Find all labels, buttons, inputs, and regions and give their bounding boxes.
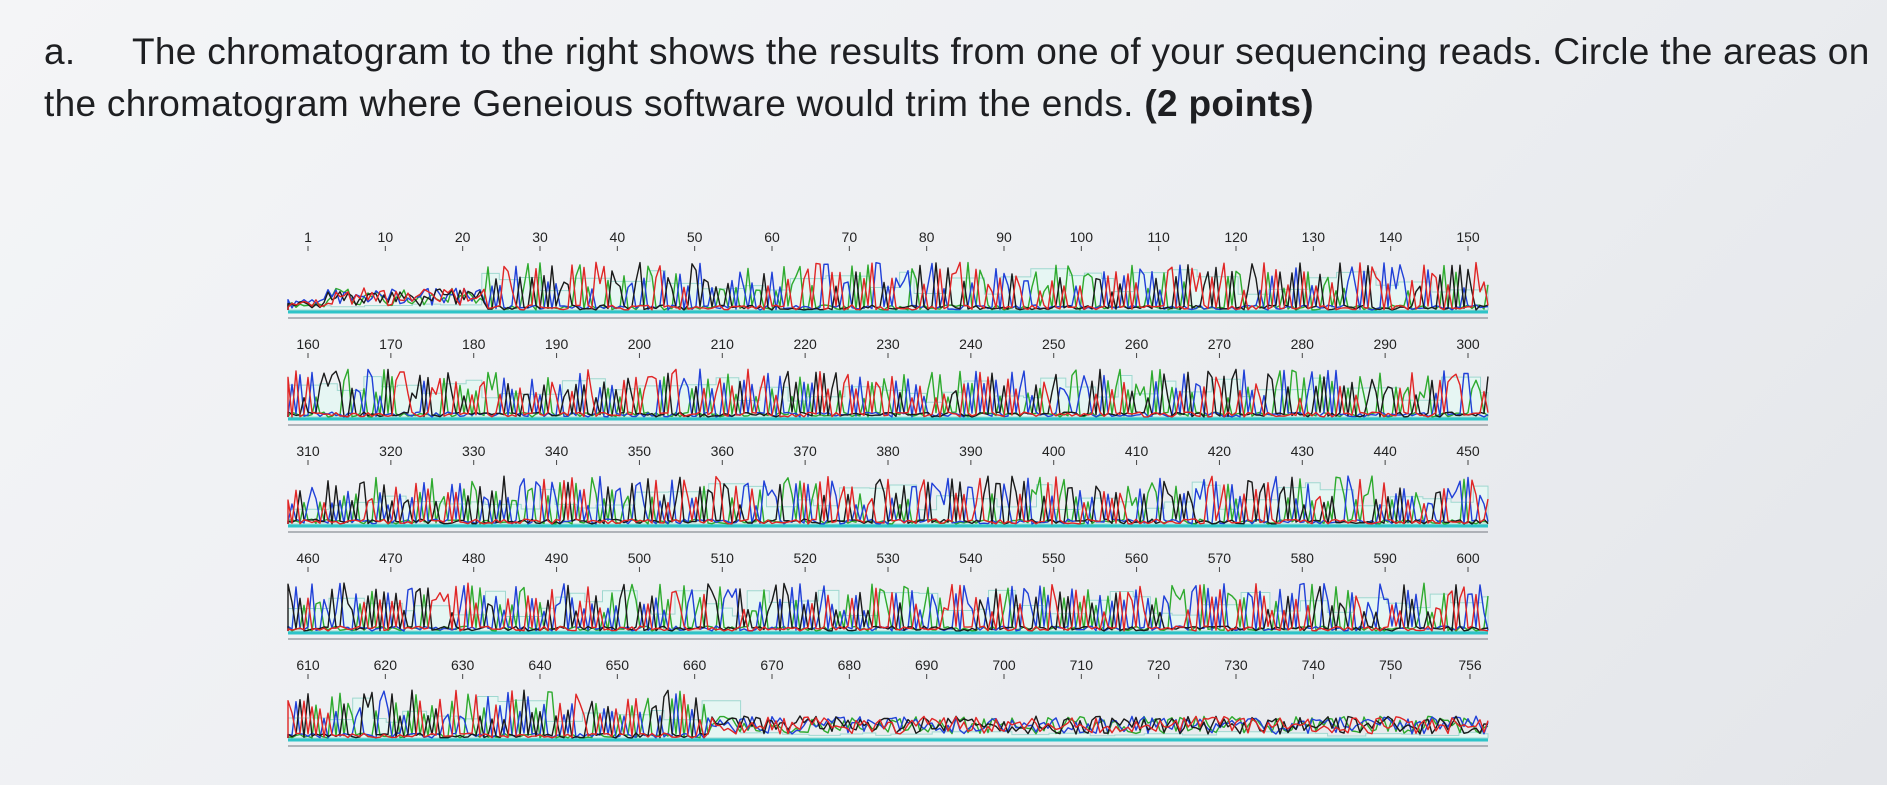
- position-tick-label: 740: [1302, 657, 1326, 673]
- position-tick-label: 240: [959, 336, 983, 352]
- position-tick-label: 500: [628, 550, 652, 566]
- position-tick-label: 430: [1291, 443, 1315, 459]
- position-tick-label: 60: [764, 229, 780, 245]
- trace-g: [287, 368, 1489, 418]
- position-tick-label: 470: [379, 550, 403, 566]
- position-tick-label: 290: [1373, 336, 1397, 352]
- position-tick-label: 640: [528, 657, 552, 673]
- question-points: (2 points): [1144, 83, 1314, 124]
- position-tick-label: 660: [683, 657, 707, 673]
- trace-t: [287, 368, 1489, 418]
- chromatogram-row: 460 470 480 490 500 510 520 530 540 550 560 570 580 5…: [287, 550, 1489, 640]
- trace-t: [287, 689, 1489, 739]
- quality-bars: [287, 696, 1489, 739]
- question-marker: a.: [44, 31, 76, 72]
- position-tick-label: 340: [545, 443, 569, 459]
- position-tick-label: 300: [1456, 336, 1480, 352]
- position-tick-label: 80: [919, 229, 935, 245]
- position-tick-label: 480: [462, 550, 486, 566]
- position-tick-label: 410: [1125, 443, 1149, 459]
- position-tick-label: 350: [628, 443, 652, 459]
- position-tick-label: 110: [1148, 229, 1171, 245]
- position-tick-label: 180: [462, 336, 486, 352]
- position-tick-label: 10: [378, 229, 394, 245]
- position-tick-label: 630: [451, 657, 475, 673]
- position-tick-label: 700: [992, 657, 1016, 673]
- trace-t: [287, 582, 1489, 632]
- position-tick-label: 540: [959, 550, 983, 566]
- position-tick-label: 550: [1042, 550, 1066, 566]
- position-tick-label: 400: [1042, 443, 1066, 459]
- trace-t: [287, 261, 1489, 311]
- position-tick-label: 690: [915, 657, 939, 673]
- position-tick-label: 460: [296, 550, 320, 566]
- position-tick-label: 310: [296, 443, 320, 459]
- position-tick-label: 230: [876, 336, 900, 352]
- position-tick-label: 130: [1302, 229, 1326, 245]
- position-tick-label: 610: [296, 657, 320, 673]
- position-tick-label: 560: [1125, 550, 1149, 566]
- position-tick-label: 140: [1379, 229, 1403, 245]
- position-tick-label: 220: [793, 336, 817, 352]
- position-tick-label: 620: [374, 657, 398, 673]
- position-tick-label: 70: [842, 229, 858, 245]
- position-tick-label: 730: [1224, 657, 1248, 673]
- position-tick-label: 520: [793, 550, 817, 566]
- position-tick-label: 270: [1208, 336, 1232, 352]
- trace-g: [287, 689, 1489, 739]
- position-tick-label: 20: [455, 229, 471, 245]
- chromatogram-row: 1 10 20 30 40 50 60 70 80 90 100 110 120 130 140 150: [287, 229, 1489, 319]
- position-tick-label: 390: [959, 443, 983, 459]
- position-tick-label: 1: [304, 229, 312, 245]
- position-tick-label: 210: [711, 336, 735, 352]
- position-tick-label: 280: [1291, 336, 1315, 352]
- position-tick-label: 600: [1456, 550, 1480, 566]
- trace-c: [287, 475, 1489, 525]
- position-tick-label: 670: [760, 657, 784, 673]
- position-tick-label: 150: [1456, 229, 1480, 245]
- trace-g: [287, 582, 1489, 632]
- chromatogram-row: 610 620 630 640 650 660 670 680 690 700 710 720 730 7…: [287, 657, 1489, 747]
- position-tick-label: 710: [1070, 657, 1094, 673]
- position-tick-label: 490: [545, 550, 569, 566]
- position-tick-label: 590: [1373, 550, 1397, 566]
- position-tick-label: 750: [1379, 657, 1403, 673]
- position-tick-label: 120: [1224, 229, 1248, 245]
- position-tick-label: 260: [1125, 336, 1149, 352]
- position-tick-label: 200: [628, 336, 652, 352]
- position-tick-label: 320: [379, 443, 403, 459]
- chromatogram-row: 310 320 330 340 350 360 370 380 390 400 410 420 430 4…: [287, 443, 1489, 533]
- position-tick-label: 370: [793, 443, 817, 459]
- position-tick-label: 170: [379, 336, 403, 352]
- position-tick-label: 160: [296, 336, 320, 352]
- position-tick-label: 360: [711, 443, 735, 459]
- position-tick-label: 420: [1208, 443, 1232, 459]
- position-tick-label: 50: [687, 229, 703, 245]
- position-tick-label: 90: [996, 229, 1012, 245]
- position-tick-label: 570: [1208, 550, 1232, 566]
- position-tick-label: 250: [1042, 336, 1066, 352]
- position-tick-label: 720: [1147, 657, 1171, 673]
- position-tick-label: 450: [1456, 443, 1480, 459]
- position-tick-label: 380: [876, 443, 900, 459]
- position-tick-label: 680: [838, 657, 862, 673]
- position-tick-label: 330: [462, 443, 486, 459]
- position-tick-label: 756: [1458, 657, 1482, 673]
- chromatogram-row: 160 170 180 190 200 210 220 230 240 250 260 270 280 2…: [287, 336, 1489, 426]
- position-tick-label: 40: [610, 229, 626, 245]
- position-tick-label: 100: [1070, 229, 1094, 245]
- position-tick-label: 650: [606, 657, 630, 673]
- trace-g: [287, 261, 1489, 311]
- position-tick-label: 530: [876, 550, 900, 566]
- position-tick-label: 190: [545, 336, 569, 352]
- question-text: a. The chromatogram to the right shows th…: [44, 26, 1874, 130]
- question-body: The chromatogram to the right shows the …: [44, 31, 1870, 124]
- position-tick-label: 580: [1291, 550, 1315, 566]
- trace-t: [287, 475, 1489, 525]
- position-tick-label: 510: [711, 550, 735, 566]
- position-tick-label: 30: [532, 229, 548, 245]
- position-tick-label: 440: [1373, 443, 1397, 459]
- chromatogram: 1 10 20 30 40 50 60 70 80 90 100 110 120 130 140 150160…: [287, 229, 1489, 747]
